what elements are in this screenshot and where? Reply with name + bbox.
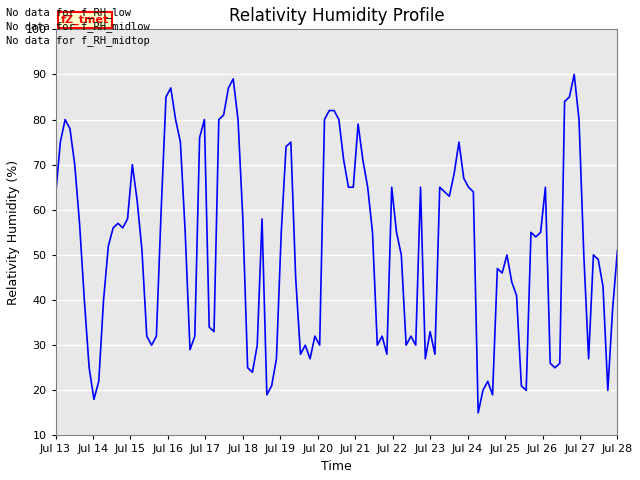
Title: Relativity Humidity Profile: Relativity Humidity Profile [228,7,444,25]
Y-axis label: Relativity Humidity (%): Relativity Humidity (%) [7,160,20,305]
Text: No data for f_RH_low
No data for f_RH_midlow
No data for f_RH_midtop: No data for f_RH_low No data for f_RH_mi… [6,7,150,46]
X-axis label: Time: Time [321,460,352,473]
Text: fZ_tmet: fZ_tmet [61,15,109,25]
